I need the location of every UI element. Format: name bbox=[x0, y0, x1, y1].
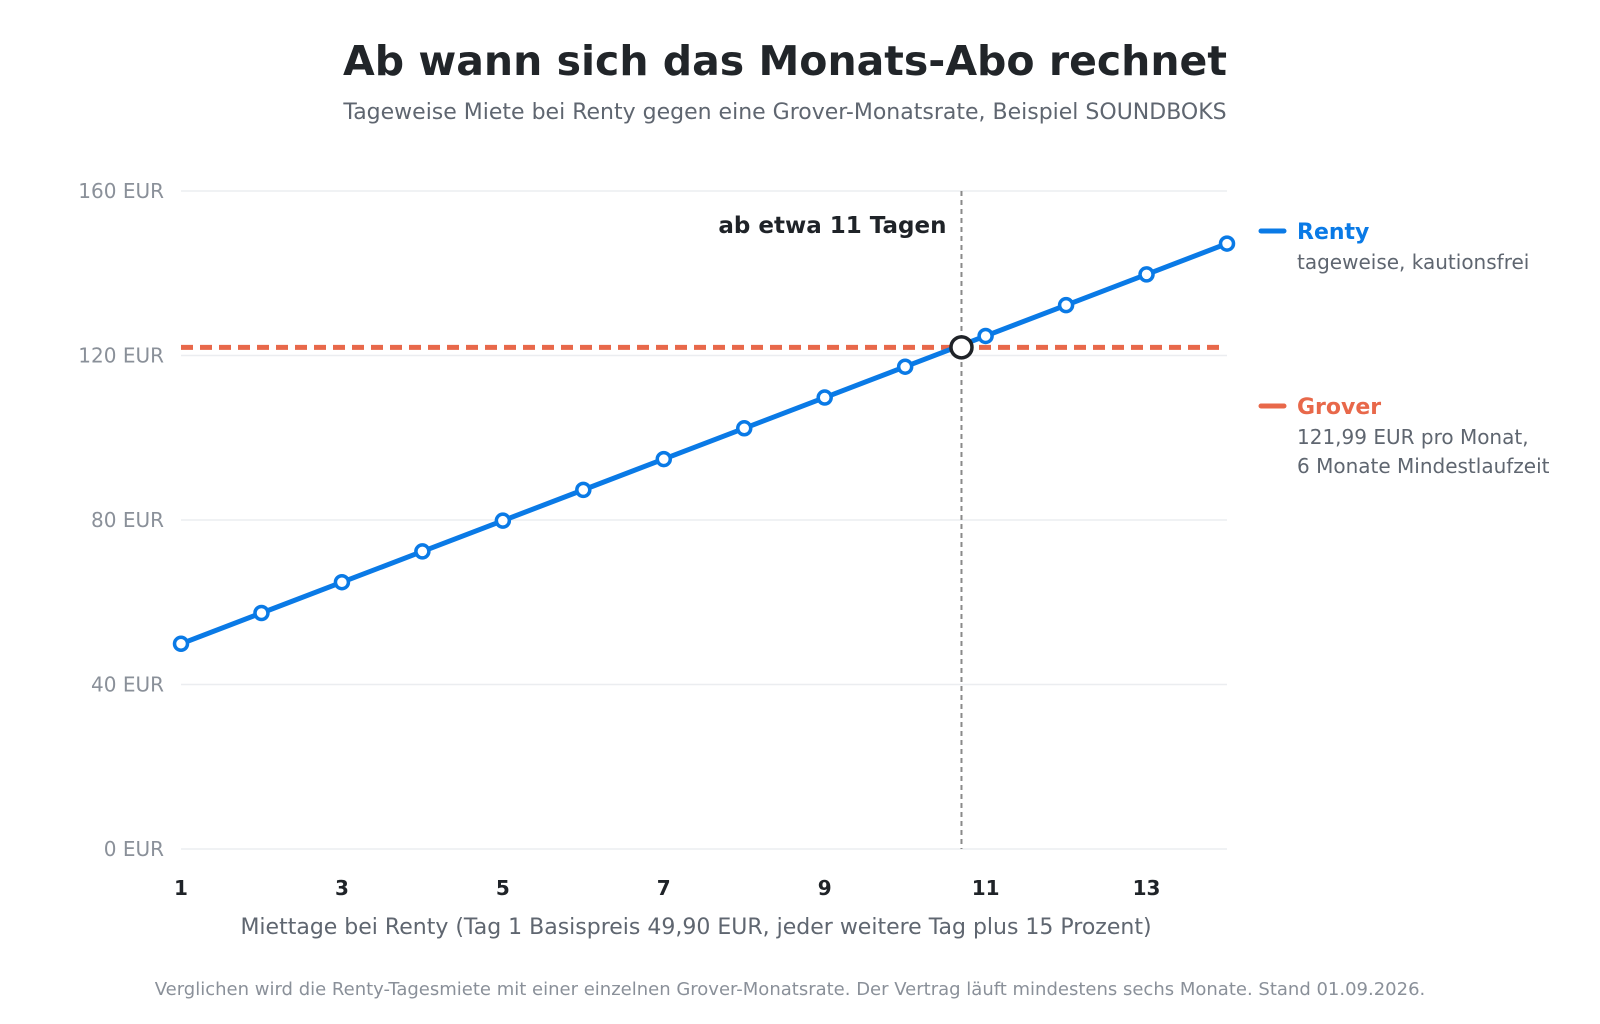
renty-data-point bbox=[172, 635, 190, 653]
x-tick-label: 1 bbox=[174, 876, 188, 900]
x-tick-label: 13 bbox=[1133, 876, 1161, 900]
renty-series-points bbox=[172, 235, 1236, 653]
renty-data-point bbox=[977, 327, 994, 345]
renty-data-point bbox=[414, 543, 431, 560]
y-axis-ticks: 0 EUR 40 EUR 80 EUR 120 EUR 160 EUR bbox=[78, 179, 164, 861]
y-tick-label: 0 EUR bbox=[104, 837, 164, 861]
chart-subtitle: Tageweise Miete bei Renty gegen eine Gro… bbox=[342, 100, 1226, 125]
renty-data-point bbox=[575, 481, 592, 499]
legend: Renty tageweise, kautionsfrei Grover 121… bbox=[1258, 220, 1550, 478]
chart-footnote: Verglichen wird die Renty-Tagesmiete mit… bbox=[155, 979, 1426, 1000]
y-tick-label: 80 EUR bbox=[91, 508, 164, 532]
x-tick-label: 5 bbox=[496, 876, 510, 900]
x-tick-label: 9 bbox=[818, 876, 832, 900]
y-tick-label: 120 EUR bbox=[78, 344, 164, 368]
y-tick-label: 40 EUR bbox=[91, 673, 164, 697]
y-gridlines bbox=[181, 190, 1227, 850]
renty-series-line bbox=[178, 241, 1230, 647]
renty-data-point bbox=[333, 573, 351, 591]
intersection-annotation: ab etwa 11 Tagen bbox=[718, 213, 946, 239]
legend-grover-description-line-2: 6 Monate Mindestlaufzeit bbox=[1297, 454, 1550, 478]
renty-data-point bbox=[816, 389, 833, 406]
renty-data-point bbox=[253, 604, 270, 622]
legend-renty-description: tageweise, kautionsfrei bbox=[1297, 250, 1529, 274]
chart-title: Ab wann sich das Monats-Abo rechnet bbox=[343, 37, 1227, 85]
renty-data-point bbox=[1218, 235, 1236, 252]
renty-data-point bbox=[1057, 296, 1075, 314]
renty-data-point bbox=[896, 358, 914, 375]
x-axis-label: Miettage bei Renty (Tag 1 Basispreis 49,… bbox=[240, 915, 1151, 940]
y-tick-label: 160 EUR bbox=[78, 179, 164, 203]
legend-renty-name: Renty bbox=[1297, 220, 1369, 245]
renty-data-point bbox=[655, 450, 673, 468]
legend-grover-description-line-1: 121,99 EUR pro Monat, bbox=[1297, 425, 1529, 449]
renty-data-point bbox=[735, 420, 753, 437]
x-tick-label: 3 bbox=[335, 876, 349, 900]
x-tick-label: 7 bbox=[657, 876, 671, 900]
legend-grover-name: Grover bbox=[1297, 395, 1381, 420]
x-tick-label: 11 bbox=[972, 876, 1000, 900]
x-axis-ticks: 1 3 5 7 9 11 13 bbox=[174, 876, 1160, 900]
renty-data-point bbox=[1138, 266, 1155, 283]
renty-data-point bbox=[494, 512, 512, 529]
intersection-point bbox=[949, 335, 974, 360]
